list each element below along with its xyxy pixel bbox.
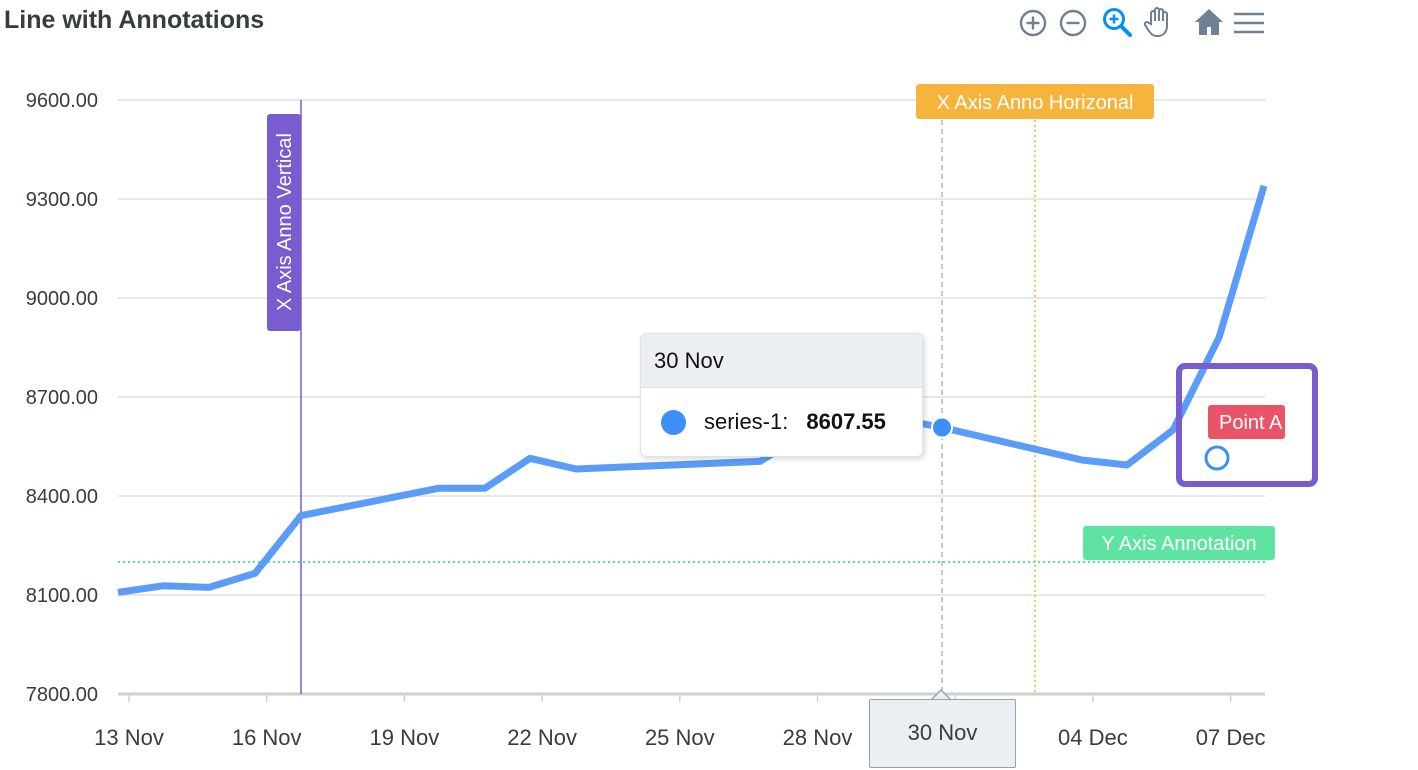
zoom-out-icon[interactable] [1056, 4, 1090, 40]
reset-home-icon[interactable] [1192, 4, 1226, 40]
pan-hand-icon[interactable] [1142, 4, 1176, 40]
y-tick-label: 8100.00 [26, 585, 98, 607]
y-tick-label: 8700.00 [26, 387, 98, 409]
x-tick-label: 16 Nov [232, 725, 302, 750]
y-annotation-label: Y Axis Annotation [1101, 533, 1256, 555]
y-tick-label: 8400.00 [26, 486, 98, 508]
zoom-in-icon[interactable] [1016, 4, 1050, 40]
y-tick-label: 9600.00 [26, 90, 98, 112]
x-tick-label: 28 Nov [783, 725, 853, 750]
point-annotation-marker [1204, 445, 1230, 471]
series-line [117, 184, 1268, 596]
y-tick-label: 9000.00 [26, 288, 98, 310]
tooltip-title: 30 Nov [641, 334, 922, 388]
tooltip-value: 8607.55 [806, 409, 886, 434]
selection-zoom-icon[interactable] [1100, 4, 1134, 40]
chart-toolbar [1016, 4, 1272, 40]
hovered-point-marker [931, 416, 953, 439]
menu-icon[interactable] [1232, 4, 1266, 40]
x-tick-label: 04 Dec [1058, 725, 1128, 750]
xaxis-tooltip-arrow-fill [932, 691, 950, 700]
point-annotation-label-box [1208, 405, 1285, 439]
x-annotation-horizontal-label: X Axis Anno Horizonal [937, 92, 1134, 114]
y-tick-label: 9300.00 [26, 189, 98, 211]
tooltip-series-label: series-1: [704, 409, 789, 434]
xaxis-tooltip: 30 Nov [869, 699, 1016, 768]
point-annotation-label: Point A [1219, 412, 1283, 434]
chart-title: Line with Annotations [4, 6, 265, 34]
tooltip-body: series-1: 8607.55 [641, 388, 922, 456]
x-annotation-vertical-label: X Axis Anno Vertical [274, 133, 296, 311]
y-tick-label: 7800.00 [26, 684, 98, 706]
selection-highlight-box [1176, 363, 1318, 487]
x-tick-label: 19 Nov [370, 725, 440, 750]
data-tooltip: 30 Nov series-1: 8607.55 [640, 333, 923, 457]
x-tick-label: 25 Nov [645, 725, 715, 750]
series-marker [661, 409, 686, 435]
x-annotation-vertical-label-box [267, 114, 301, 331]
y-annotation-label-box [1083, 526, 1275, 560]
x-tick-label: 13 Nov [94, 725, 164, 750]
x-annotation-horizontal-label-box [916, 84, 1154, 119]
x-tick-label: 07 Dec [1196, 725, 1266, 750]
x-tick-label: 22 Nov [507, 725, 577, 750]
